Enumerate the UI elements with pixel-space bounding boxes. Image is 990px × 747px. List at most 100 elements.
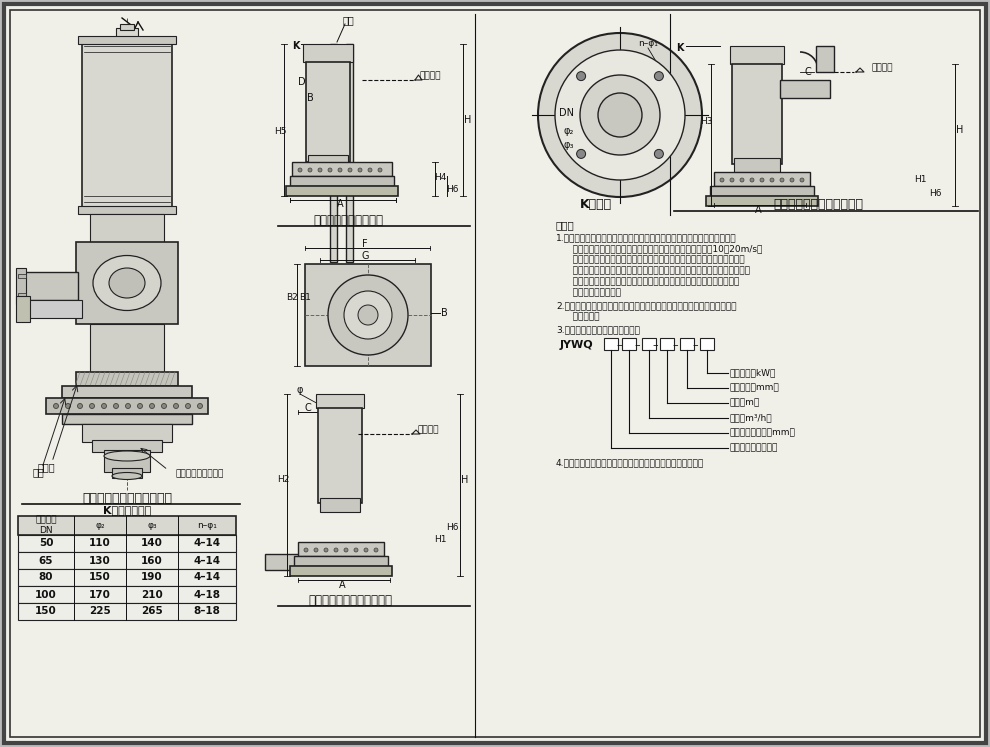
- Text: 扬程（m）: 扬程（m）: [730, 398, 760, 408]
- Text: 底板: 底板: [32, 467, 44, 477]
- Bar: [104, 450, 150, 472]
- Text: D: D: [298, 77, 306, 87]
- Text: 130: 130: [89, 556, 111, 565]
- Text: H6: H6: [929, 188, 941, 197]
- Circle shape: [77, 403, 82, 409]
- Text: 防止污水池（集水坑）沉淤物堆积固化。适用于床房含油废水及含有粪便的: 防止污水池（集水坑）沉淤物堆积固化。适用于床房含油废水及含有粪便的: [564, 267, 750, 276]
- Bar: [92, 440, 162, 452]
- Circle shape: [318, 168, 322, 172]
- Bar: [82, 424, 172, 442]
- Bar: [18, 535, 236, 552]
- Circle shape: [790, 178, 794, 182]
- Bar: [286, 186, 398, 196]
- Text: 4–14: 4–14: [193, 556, 221, 565]
- Circle shape: [328, 275, 408, 355]
- Circle shape: [334, 548, 338, 552]
- Bar: [120, 24, 134, 30]
- Bar: [26, 300, 82, 318]
- Bar: [18, 586, 236, 603]
- Text: K向法兰尺寸表: K向法兰尺寸表: [103, 505, 151, 515]
- Text: φ: φ: [297, 385, 303, 395]
- Text: –: –: [672, 340, 678, 350]
- Text: 出口直径
DN: 出口直径 DN: [36, 515, 56, 535]
- Text: B: B: [441, 308, 447, 318]
- Text: 回螺导: 回螺导: [38, 462, 54, 472]
- Text: 2.该泵泵体材质有铸铁和不锈钙两种，若用于抽升腐蚀性液体时，应选用不: 2.该泵泵体材质有铸铁和不锈钙两种，若用于抽升腐蚀性液体时，应选用不: [556, 302, 737, 311]
- Bar: [330, 44, 337, 262]
- Circle shape: [720, 178, 724, 182]
- Bar: [290, 566, 392, 576]
- Circle shape: [149, 403, 154, 409]
- Text: 旋流速度冲洗污水池（集水坑）底部，将沉淤物搔匀搔散后随水流排出，: 旋流速度冲洗污水池（集水坑）底部，将沉淤物搔匀搔散后随水流排出，: [564, 255, 744, 264]
- Text: DN: DN: [559, 108, 574, 118]
- Circle shape: [89, 403, 94, 409]
- Circle shape: [378, 168, 382, 172]
- Text: 锈钙材质。: 锈钙材质。: [564, 312, 600, 321]
- Bar: [303, 44, 353, 62]
- Bar: [730, 46, 784, 64]
- Circle shape: [576, 72, 586, 81]
- Circle shape: [185, 403, 190, 409]
- Text: 150: 150: [89, 572, 111, 583]
- Text: 最低水位: 最低水位: [871, 63, 893, 72]
- Text: G: G: [361, 251, 368, 261]
- Text: 硬管连接固定式安装外形图: 硬管连接固定式安装外形图: [773, 199, 863, 211]
- Text: JYWQ: JYWQ: [560, 340, 594, 350]
- Text: –: –: [692, 340, 698, 350]
- Text: H: H: [461, 475, 468, 485]
- Circle shape: [298, 168, 302, 172]
- Text: K: K: [676, 43, 684, 53]
- Circle shape: [197, 403, 203, 409]
- Bar: [816, 46, 834, 72]
- Text: 自动搔匀潜污泵构造示意图: 自动搔匀潜污泵构造示意图: [82, 492, 172, 504]
- Ellipse shape: [93, 255, 161, 311]
- Text: 长的污、废水抽升。: 长的污、废水抽升。: [564, 288, 621, 297]
- Bar: [18, 603, 236, 620]
- Bar: [294, 556, 388, 566]
- Circle shape: [354, 548, 358, 552]
- Circle shape: [304, 548, 308, 552]
- Bar: [78, 36, 176, 44]
- Text: 4–14: 4–14: [193, 539, 221, 548]
- Text: H1: H1: [434, 536, 446, 545]
- Bar: [116, 28, 138, 38]
- Bar: [714, 172, 810, 186]
- Bar: [318, 408, 362, 503]
- Text: 190: 190: [142, 572, 162, 583]
- Text: φ₃: φ₃: [148, 521, 156, 530]
- Bar: [62, 414, 192, 424]
- Text: F: F: [362, 239, 368, 249]
- Circle shape: [314, 548, 318, 552]
- Bar: [18, 569, 236, 586]
- Text: 150: 150: [35, 607, 56, 616]
- Text: C: C: [305, 403, 312, 413]
- Text: 说明：: 说明：: [556, 220, 575, 230]
- Circle shape: [358, 168, 362, 172]
- Circle shape: [324, 548, 328, 552]
- Bar: [732, 64, 782, 164]
- Text: 固定自藔式安装外形图: 固定自藔式安装外形图: [313, 214, 383, 226]
- Text: 流量（m³/h）: 流量（m³/h）: [730, 414, 772, 423]
- Circle shape: [580, 75, 660, 155]
- Bar: [76, 242, 178, 324]
- Circle shape: [730, 178, 734, 182]
- Circle shape: [598, 93, 642, 137]
- Bar: [18, 552, 236, 569]
- Text: φ₂: φ₂: [95, 521, 105, 530]
- Text: 水装置，利用泵腔中的压力水流，随着电机的高速旋转，以10～20m/s的: 水装置，利用泵腔中的压力水流，随着电机的高速旋转，以10～20m/s的: [564, 244, 762, 253]
- Bar: [642, 338, 656, 350]
- Text: 8–18: 8–18: [194, 607, 221, 616]
- Circle shape: [344, 291, 392, 339]
- Bar: [308, 155, 348, 167]
- Circle shape: [358, 305, 378, 325]
- Text: H: H: [464, 115, 471, 125]
- Bar: [46, 398, 208, 414]
- Text: H3: H3: [700, 117, 712, 126]
- Circle shape: [328, 168, 332, 172]
- Circle shape: [780, 178, 784, 182]
- Circle shape: [344, 548, 348, 552]
- Circle shape: [760, 178, 764, 182]
- Text: –: –: [635, 340, 640, 350]
- Bar: [706, 196, 818, 206]
- Bar: [306, 62, 350, 162]
